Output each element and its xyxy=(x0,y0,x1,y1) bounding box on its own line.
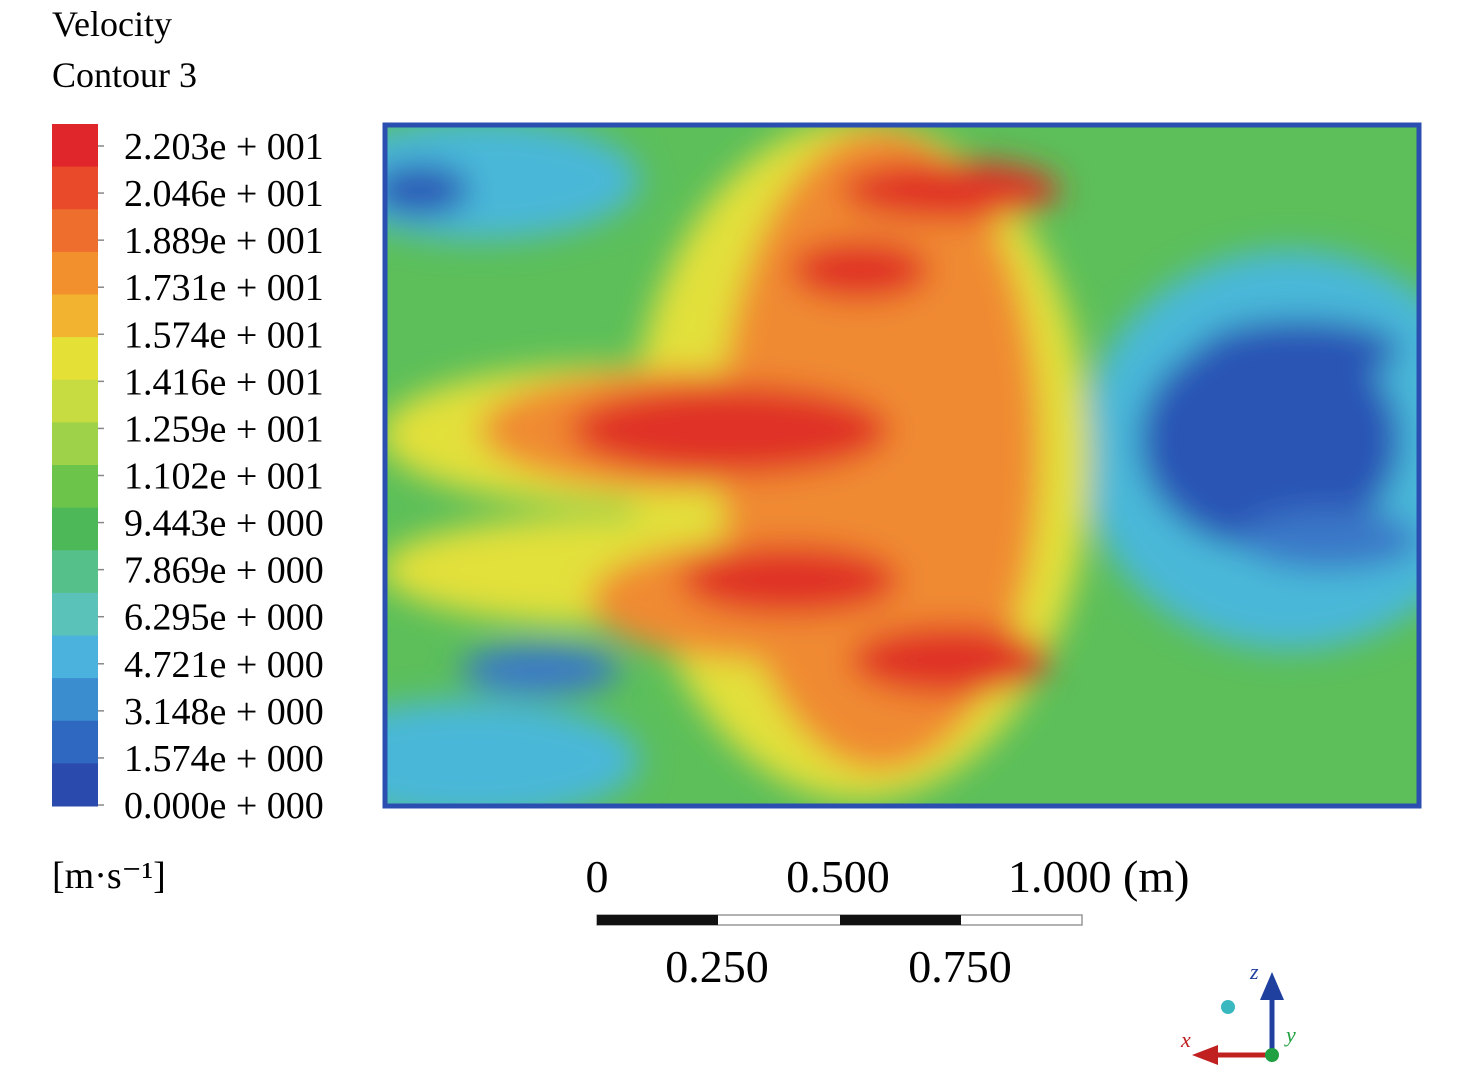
color-band xyxy=(52,294,98,338)
legend-unit: [m·s⁻¹] xyxy=(52,855,166,897)
legend-label: 1.259e + 001 xyxy=(124,408,324,450)
legend-label: 3.148e + 000 xyxy=(124,691,324,733)
color-band xyxy=(52,763,98,807)
color-band xyxy=(52,166,98,210)
color-band xyxy=(52,465,98,509)
color-band xyxy=(52,678,98,722)
legend-label: 1.574e + 000 xyxy=(124,738,324,780)
axis-label: y xyxy=(1284,1022,1296,1047)
legend-label: 0.000e + 000 xyxy=(124,785,324,827)
axis-label: z xyxy=(1249,959,1259,984)
color-band xyxy=(52,635,98,679)
color-band xyxy=(52,124,98,168)
legend-label: 4.721e + 000 xyxy=(124,644,324,686)
legend-title: Velocity xyxy=(52,4,172,44)
legend-label: 1.731e + 001 xyxy=(124,267,324,309)
color-bar: 2.203e + 001 2.046e + 001 1.889e + 001 1.73… xyxy=(52,124,324,827)
color-band xyxy=(52,550,98,594)
legend-label: 6.295e + 000 xyxy=(124,597,324,639)
legend-label: 7.869e + 000 xyxy=(124,550,324,592)
field-border xyxy=(382,122,1422,809)
legend-label: 2.203e + 001 xyxy=(124,126,324,168)
color-band xyxy=(52,251,98,295)
color-band xyxy=(52,337,98,381)
axis-label: x xyxy=(1180,1027,1191,1052)
legend-label: 1.102e + 001 xyxy=(124,456,324,498)
color-band xyxy=(52,379,98,423)
color-band xyxy=(52,720,98,764)
color-band xyxy=(52,422,98,466)
scale-label: 1.000 (m) xyxy=(1008,851,1189,902)
scale-label: 0.500 xyxy=(786,851,890,902)
scale-label: 0.250 xyxy=(665,941,769,992)
color-band xyxy=(52,507,98,551)
color-band xyxy=(52,209,98,253)
axis-triad: x y z xyxy=(1180,959,1296,1065)
legend-label: 2.046e + 001 xyxy=(124,173,324,215)
contour-field xyxy=(386,126,1418,805)
legend-label: 1.416e + 001 xyxy=(124,361,324,403)
scale-label: 0 xyxy=(586,851,609,902)
legend-label: 9.443e + 000 xyxy=(124,503,324,545)
legend-title: Contour 3 xyxy=(52,55,197,95)
legend-label: 1.889e + 001 xyxy=(124,220,324,262)
scale-label: 0.750 xyxy=(908,941,1012,992)
scale-bar: 0 0.500 1.000 (m) 0.250 0.750 xyxy=(586,851,1190,992)
legend-label: 1.574e + 001 xyxy=(124,314,324,356)
color-band xyxy=(52,592,98,636)
